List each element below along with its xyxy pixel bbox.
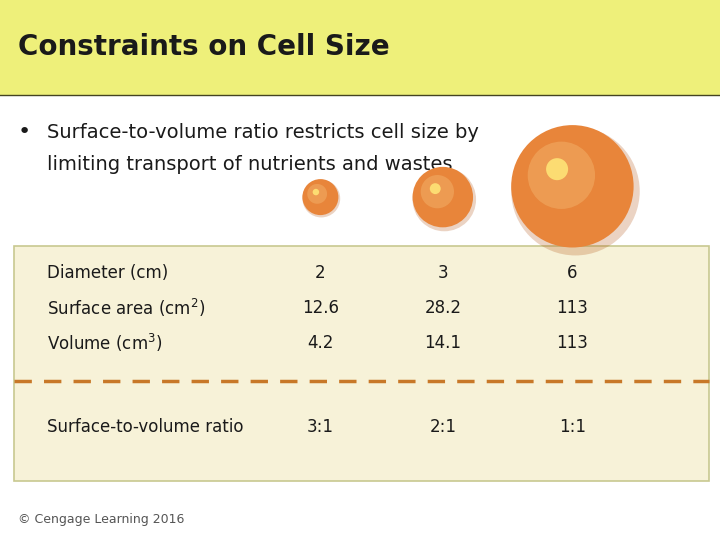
Text: 113: 113 bbox=[557, 299, 588, 317]
Ellipse shape bbox=[511, 127, 640, 255]
Text: © Cengage Learning 2016: © Cengage Learning 2016 bbox=[18, 514, 184, 526]
Ellipse shape bbox=[420, 175, 454, 208]
Text: 12.6: 12.6 bbox=[302, 299, 339, 317]
FancyBboxPatch shape bbox=[14, 246, 709, 481]
Text: 6: 6 bbox=[567, 264, 577, 282]
Text: 1:1: 1:1 bbox=[559, 417, 586, 436]
Text: 2: 2 bbox=[315, 264, 325, 282]
Ellipse shape bbox=[413, 168, 476, 231]
Text: Surface area (cm$^2$): Surface area (cm$^2$) bbox=[47, 297, 205, 319]
Text: 4.2: 4.2 bbox=[307, 334, 333, 352]
Ellipse shape bbox=[307, 184, 327, 204]
Ellipse shape bbox=[511, 125, 634, 247]
Ellipse shape bbox=[302, 180, 340, 218]
Ellipse shape bbox=[302, 179, 338, 215]
Text: Constraints on Cell Size: Constraints on Cell Size bbox=[18, 33, 390, 61]
Ellipse shape bbox=[528, 141, 595, 209]
Ellipse shape bbox=[312, 189, 319, 195]
Ellipse shape bbox=[430, 183, 441, 194]
Text: 14.1: 14.1 bbox=[424, 334, 462, 352]
FancyBboxPatch shape bbox=[0, 0, 720, 94]
Text: 113: 113 bbox=[557, 334, 588, 352]
Text: Surface-to-volume ratio restricts cell size by: Surface-to-volume ratio restricts cell s… bbox=[47, 123, 479, 142]
Text: 28.2: 28.2 bbox=[424, 299, 462, 317]
Text: •: • bbox=[18, 122, 31, 143]
Text: Surface-to-volume ratio: Surface-to-volume ratio bbox=[47, 417, 243, 436]
Text: Volume (cm$^3$): Volume (cm$^3$) bbox=[47, 332, 162, 354]
Ellipse shape bbox=[413, 167, 473, 227]
Ellipse shape bbox=[546, 158, 568, 180]
Text: 3:1: 3:1 bbox=[307, 417, 334, 436]
Text: 2:1: 2:1 bbox=[429, 417, 456, 436]
Text: 3: 3 bbox=[438, 264, 448, 282]
Text: Diameter (cm): Diameter (cm) bbox=[47, 264, 168, 282]
Text: limiting transport of nutrients and wastes: limiting transport of nutrients and wast… bbox=[47, 155, 452, 174]
